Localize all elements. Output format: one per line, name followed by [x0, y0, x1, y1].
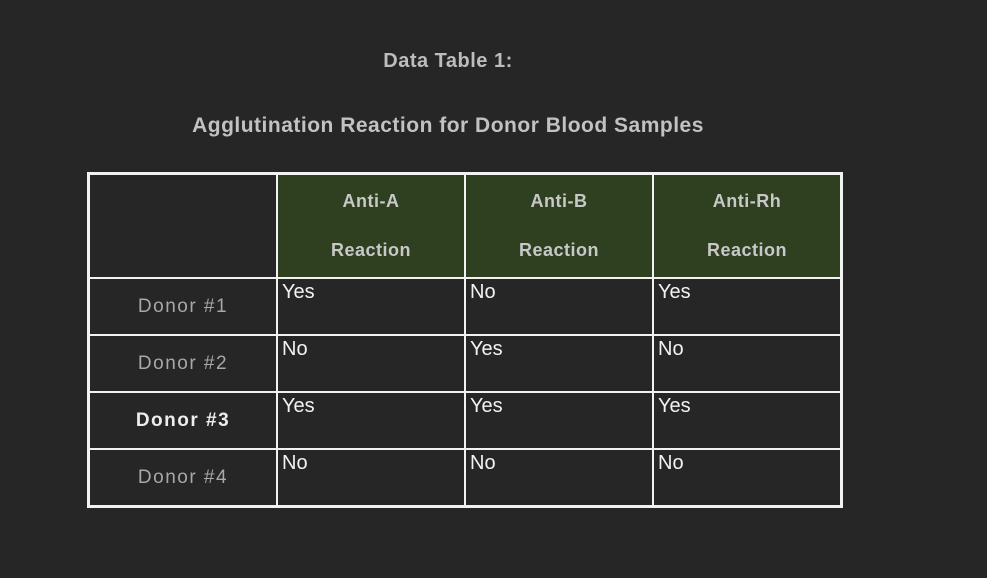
table-title: Data Table 1: [383, 50, 513, 72]
cell-donor1-anti-rh: Yes [652, 277, 843, 336]
cell-donor2-anti-rh: No [652, 334, 843, 393]
column-header-anti-b: Anti-B Reaction [464, 172, 654, 279]
column-header-anti-rh: Anti-Rh Reaction [652, 172, 843, 279]
cell-donor2-anti-b: Yes [464, 334, 654, 393]
cell-donor2-anti-a: No [276, 334, 466, 393]
cell-donor3-anti-b: Yes [464, 391, 654, 450]
agglutination-table: Anti-A Reaction Anti-B Reaction Anti-Rh … [87, 172, 843, 508]
table-row: Donor #1 Yes No Yes [87, 277, 843, 336]
cell-donor4-anti-a: No [276, 448, 466, 508]
column-header-line: Reaction [518, 240, 600, 260]
column-header-line: Reaction [330, 240, 412, 260]
corner-cell [87, 172, 278, 279]
cell-donor1-anti-a: Yes [276, 277, 466, 336]
column-header-line: Anti-Rh [712, 191, 782, 211]
cell-donor3-anti-a: Yes [276, 391, 466, 450]
row-label-donor-1: Donor #1 [87, 277, 278, 336]
cell-donor1-anti-b: No [464, 277, 654, 336]
column-header-line: Reaction [706, 240, 788, 260]
column-header-line: Anti-B [530, 191, 588, 211]
table-row: Donor #3 Yes Yes Yes [87, 391, 843, 450]
row-label-donor-2: Donor #2 [87, 334, 278, 393]
cell-donor4-anti-b: No [464, 448, 654, 508]
table-row: Donor #4 No No No [87, 448, 843, 508]
table-subtitle: Agglutination Reaction for Donor Blood S… [192, 114, 704, 137]
column-header-line: Anti-A [342, 191, 400, 211]
table-row: Donor #2 No Yes No [87, 334, 843, 393]
cell-donor3-anti-rh: Yes [652, 391, 843, 450]
cell-donor4-anti-rh: No [652, 448, 843, 508]
header-row: Anti-A Reaction Anti-B Reaction Anti-Rh … [87, 172, 843, 279]
row-label-donor-3: Donor #3 [87, 391, 278, 450]
column-header-anti-a: Anti-A Reaction [276, 172, 466, 279]
row-label-donor-4: Donor #4 [87, 448, 278, 508]
titles-block: Data Table 1: Agglutination Reaction for… [0, 0, 896, 138]
